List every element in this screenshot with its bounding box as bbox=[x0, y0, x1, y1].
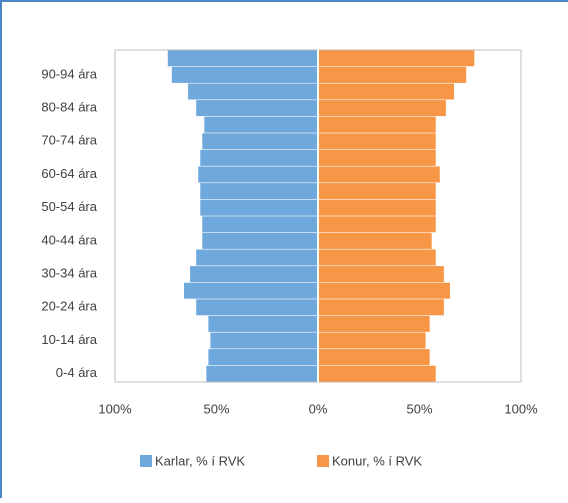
bar bbox=[318, 349, 430, 366]
bar bbox=[318, 299, 444, 316]
bar bbox=[198, 166, 318, 183]
legend-label: Karlar, % í RVK bbox=[155, 453, 245, 468]
y-tick-label: 30-34 ára bbox=[41, 266, 97, 281]
y-tick-label: 40-44 ára bbox=[41, 232, 97, 247]
bar bbox=[318, 365, 436, 382]
y-tick-label: 60-64 ára bbox=[41, 166, 97, 181]
bar bbox=[208, 315, 318, 332]
x-tick-label: 50% bbox=[406, 401, 432, 416]
y-tick-label: 80-84 ára bbox=[41, 100, 97, 115]
bar bbox=[318, 100, 446, 117]
legend-swatch bbox=[140, 455, 152, 467]
y-tick-label: 20-24 ára bbox=[41, 299, 97, 314]
bar bbox=[200, 199, 318, 216]
bar bbox=[204, 116, 318, 133]
y-tick-label: 0-4 ára bbox=[56, 365, 98, 380]
bar bbox=[171, 66, 318, 83]
bar bbox=[318, 66, 467, 83]
y-tick-label: 70-74 ára bbox=[41, 133, 97, 148]
bar bbox=[318, 183, 436, 200]
y-tick-label: 10-14 ára bbox=[41, 332, 97, 347]
bar bbox=[318, 133, 436, 150]
legend-label: Konur, % í RVK bbox=[332, 453, 422, 468]
x-tick-label: 50% bbox=[203, 401, 229, 416]
x-tick-label: 100% bbox=[98, 401, 132, 416]
bar bbox=[318, 332, 426, 349]
bar bbox=[202, 216, 318, 233]
bar bbox=[318, 282, 450, 299]
bar bbox=[196, 100, 318, 117]
bar bbox=[202, 232, 318, 249]
bar bbox=[318, 116, 436, 133]
bar bbox=[318, 249, 436, 266]
bar bbox=[318, 50, 475, 67]
x-tick-label: 0% bbox=[309, 401, 328, 416]
y-tick-label: 50-54 ára bbox=[41, 199, 97, 214]
bar bbox=[208, 349, 318, 366]
bar bbox=[200, 149, 318, 166]
bar bbox=[200, 183, 318, 200]
bar bbox=[202, 133, 318, 150]
bar bbox=[206, 365, 318, 382]
bar bbox=[188, 83, 318, 100]
bar bbox=[210, 332, 318, 349]
legend-swatch bbox=[317, 455, 329, 467]
bar bbox=[318, 83, 455, 100]
bar bbox=[318, 149, 436, 166]
bar bbox=[190, 266, 318, 283]
bar bbox=[318, 266, 444, 283]
x-tick-label: 100% bbox=[504, 401, 538, 416]
bar bbox=[196, 249, 318, 266]
bar bbox=[318, 199, 436, 216]
y-tick-label: 90-94 ára bbox=[41, 66, 97, 81]
bar bbox=[167, 50, 318, 67]
bar bbox=[318, 315, 430, 332]
bar bbox=[318, 232, 432, 249]
bar bbox=[318, 166, 440, 183]
bar bbox=[196, 299, 318, 316]
bar bbox=[318, 216, 436, 233]
bar bbox=[184, 282, 318, 299]
